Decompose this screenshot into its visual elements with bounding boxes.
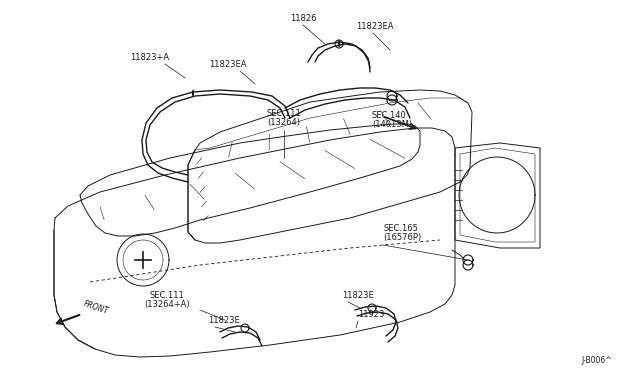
Text: 11823E: 11823E bbox=[208, 316, 240, 325]
Text: SEC.111: SEC.111 bbox=[267, 109, 301, 118]
Text: SEC.111: SEC.111 bbox=[150, 291, 184, 300]
Text: (13264): (13264) bbox=[268, 118, 301, 127]
Text: (16576P): (16576P) bbox=[383, 233, 421, 242]
Text: 11923: 11923 bbox=[358, 310, 385, 319]
Text: SEC.140: SEC.140 bbox=[372, 111, 407, 120]
Text: 11826: 11826 bbox=[290, 14, 316, 23]
Text: (13264+A): (13264+A) bbox=[144, 300, 190, 309]
Text: (14013M): (14013M) bbox=[372, 120, 412, 129]
Text: 11823E: 11823E bbox=[342, 291, 374, 300]
Text: SEC.165: SEC.165 bbox=[383, 224, 418, 233]
Text: J-B006^: J-B006^ bbox=[581, 356, 612, 365]
Text: 11823EA: 11823EA bbox=[209, 60, 247, 69]
Text: FRONT: FRONT bbox=[82, 300, 109, 316]
Text: 11823+A: 11823+A bbox=[131, 53, 170, 62]
Text: 11823EA: 11823EA bbox=[356, 22, 394, 31]
